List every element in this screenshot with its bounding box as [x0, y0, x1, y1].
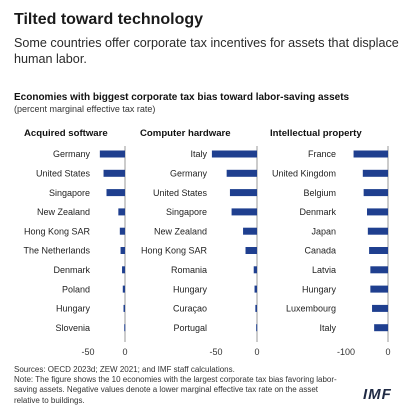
bar — [106, 189, 125, 197]
category-label: Hungary — [56, 304, 91, 314]
panel-title: Computer hardware — [140, 128, 231, 139]
category-label: United States — [153, 188, 208, 198]
panel-title: Acquired software — [24, 128, 108, 139]
note-text: Note: The figure shows the 10 economies … — [14, 375, 337, 405]
chart-subtitle: Some countries offer corporate tax incen… — [14, 36, 399, 66]
category-label: Italy — [319, 323, 336, 333]
bar — [118, 208, 125, 216]
bar — [255, 304, 257, 312]
bar — [122, 285, 125, 293]
bar — [123, 304, 125, 312]
category-label: Hong Kong SAR — [24, 226, 91, 236]
category-label: Italy — [190, 149, 207, 159]
category-label: Germany — [53, 149, 91, 159]
bar — [211, 150, 257, 158]
category-label: New Zealand — [154, 226, 207, 236]
chart-title: Tilted toward technology — [14, 11, 204, 28]
figure-title: Economies with biggest corporate tax bia… — [14, 92, 350, 103]
category-label: Canada — [304, 246, 336, 256]
bar — [253, 266, 257, 274]
category-label: Portugal — [173, 323, 207, 333]
category-label: Slovenia — [55, 323, 90, 333]
category-label: Belgium — [303, 188, 336, 198]
category-label: Germany — [170, 169, 208, 179]
bar — [256, 324, 258, 332]
bar — [370, 266, 388, 274]
category-label: New Zealand — [37, 207, 90, 217]
tick-label: 0 — [385, 347, 390, 357]
bar — [229, 189, 257, 197]
bar — [353, 150, 388, 158]
bar — [372, 304, 388, 312]
category-label: Luxembourg — [286, 304, 336, 314]
category-label: Japan — [311, 226, 336, 236]
category-label: Hong Kong SAR — [141, 246, 208, 256]
bar — [374, 324, 388, 332]
tick-label: 0 — [122, 347, 127, 357]
category-label: Singapore — [166, 207, 207, 217]
category-label: Singapore — [49, 188, 90, 198]
panel-title: Intellectual property — [270, 128, 362, 139]
category-label: Hungary — [173, 284, 208, 294]
bar — [370, 285, 388, 293]
category-label: Hungary — [302, 284, 337, 294]
category-label: Denmark — [299, 207, 336, 217]
tick-label: 0 — [254, 347, 259, 357]
bar — [362, 169, 388, 177]
figure-units: (percent marginal effective tax rate) — [14, 104, 156, 114]
bar — [103, 169, 125, 177]
tick-label: -100 — [337, 347, 355, 357]
bar — [369, 247, 388, 254]
tick-label: -50 — [81, 347, 94, 357]
category-label: Latvia — [312, 265, 336, 275]
bar — [363, 189, 388, 197]
bar — [254, 285, 257, 293]
bar — [99, 150, 125, 158]
bar — [367, 227, 388, 235]
imf-logo: IMF — [363, 386, 392, 403]
sources-text: Sources: OECD 2023d; ZEW 2021; and IMF s… — [14, 365, 235, 374]
bar — [122, 266, 125, 274]
bar — [226, 169, 257, 177]
category-label: Curaçao — [173, 304, 207, 314]
footer-notes: Sources: OECD 2023d; ZEW 2021; and IMF s… — [14, 365, 344, 406]
category-label: Romania — [171, 265, 207, 275]
bar — [367, 208, 388, 216]
bar — [245, 247, 257, 254]
bar — [124, 324, 126, 332]
category-label: The Netherlands — [23, 246, 90, 256]
category-label: United Kingdom — [272, 169, 336, 179]
category-label: Poland — [62, 284, 90, 294]
bar — [243, 227, 257, 235]
category-label: Denmark — [53, 265, 90, 275]
category-label: France — [308, 149, 336, 159]
bar — [120, 247, 125, 254]
tick-label: -50 — [209, 347, 222, 357]
category-label: United States — [36, 169, 91, 179]
bar — [119, 227, 125, 235]
bar — [231, 208, 257, 216]
